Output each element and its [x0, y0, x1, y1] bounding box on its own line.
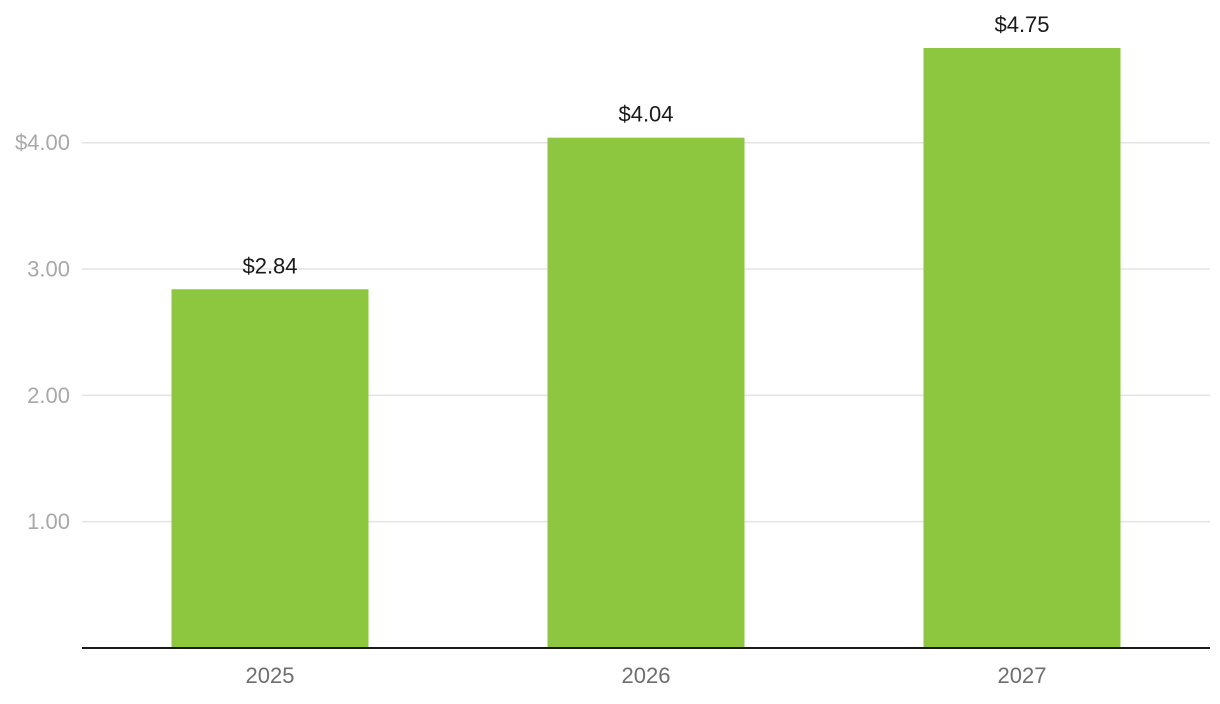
bar-2027 [923, 48, 1121, 648]
data-label-2026: $4.04 [618, 102, 673, 127]
bars [171, 48, 1121, 648]
x-tick-label: 2027 [998, 663, 1047, 688]
y-tick-label: 2.00 [27, 383, 70, 408]
bar-2025 [171, 289, 369, 648]
data-label-2027: $4.75 [994, 12, 1049, 37]
x-tick-label: 2025 [246, 663, 295, 688]
y-tick-label: 3.00 [27, 257, 70, 282]
labels: 1.00 2.00 3.00 $4.00 $2.84 2025 $4.04 2026 $4.75… [15, 12, 1050, 688]
data-label-2025: $2.84 [242, 253, 297, 278]
y-tick-label: $4.00 [15, 130, 70, 155]
bar-2026 [547, 137, 745, 648]
x-tick-label: 2026 [622, 663, 671, 688]
y-tick-label: 1.00 [27, 509, 70, 534]
